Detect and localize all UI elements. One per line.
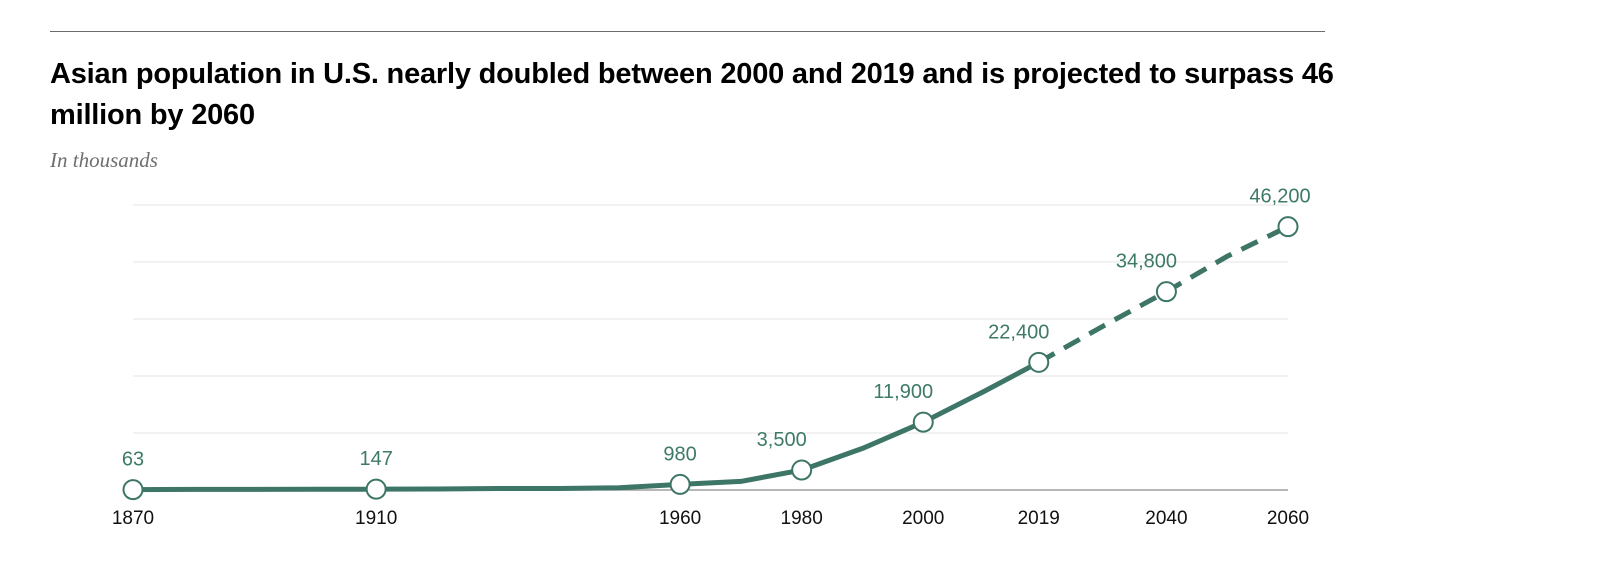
x-tick-label: 1960: [659, 508, 701, 529]
data-label: 22,400: [988, 321, 1049, 343]
data-point-marker: [365, 478, 387, 500]
data-point-marker: [791, 459, 813, 481]
chart-title: Asian population in U.S. nearly doubled …: [50, 58, 1334, 131]
data-label: 147: [359, 448, 392, 470]
data-point-marker: [1277, 216, 1299, 238]
data-point-marker: [912, 411, 934, 433]
x-tick-label: 1910: [355, 508, 397, 529]
x-tick-label: 1870: [112, 508, 154, 529]
top-rule: [50, 31, 1325, 32]
chart-subtitle: In thousands: [50, 148, 158, 172]
x-tick-label: 2040: [1145, 508, 1187, 529]
data-label: 3,500: [757, 429, 807, 451]
data-label: 63: [122, 449, 144, 471]
historical-series-line: [132, 360, 1040, 493]
data-label: 980: [663, 443, 696, 465]
data-point-marker: [1028, 351, 1050, 373]
data-label: 11,900: [873, 381, 933, 403]
x-tick-label: 2060: [1267, 508, 1309, 529]
data-label: 46,200: [1249, 186, 1310, 208]
x-tick-label: 2000: [902, 508, 944, 529]
data-point-marker: [122, 479, 144, 501]
data-point-marker: [1155, 281, 1177, 303]
x-tick-label: 2019: [1018, 508, 1060, 529]
x-tick-label: 1980: [781, 508, 823, 529]
data-point-marker: [669, 473, 691, 495]
data-label: 34,800: [1116, 251, 1177, 273]
